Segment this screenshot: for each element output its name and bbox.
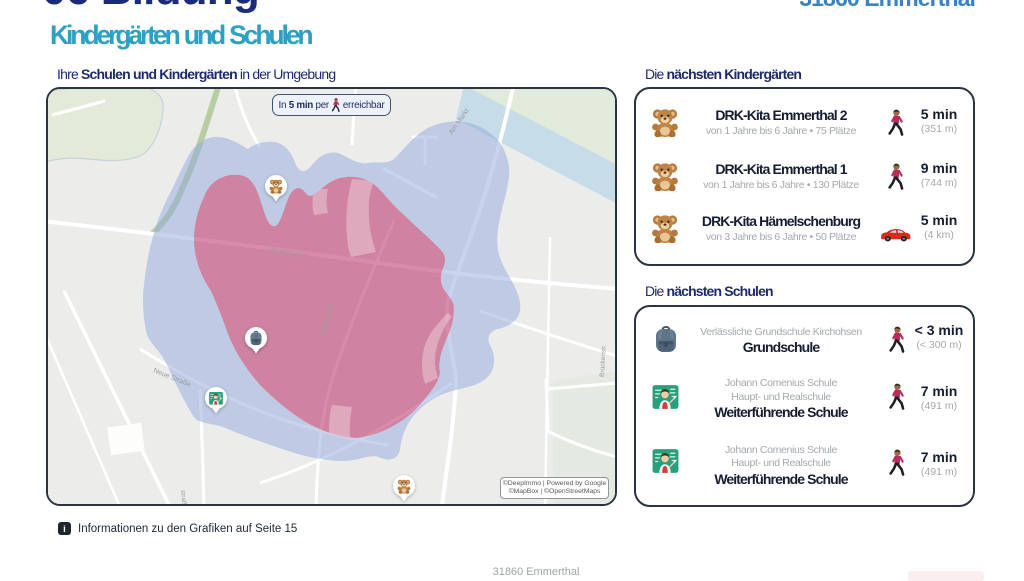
svg-text:i: i xyxy=(63,524,66,535)
svg-text:Hauptstraße: Hauptstraße xyxy=(268,247,307,259)
svg-text:Brückenstr.: Brückenstr. xyxy=(599,344,608,377)
svg-text:straße: straße xyxy=(179,490,188,504)
